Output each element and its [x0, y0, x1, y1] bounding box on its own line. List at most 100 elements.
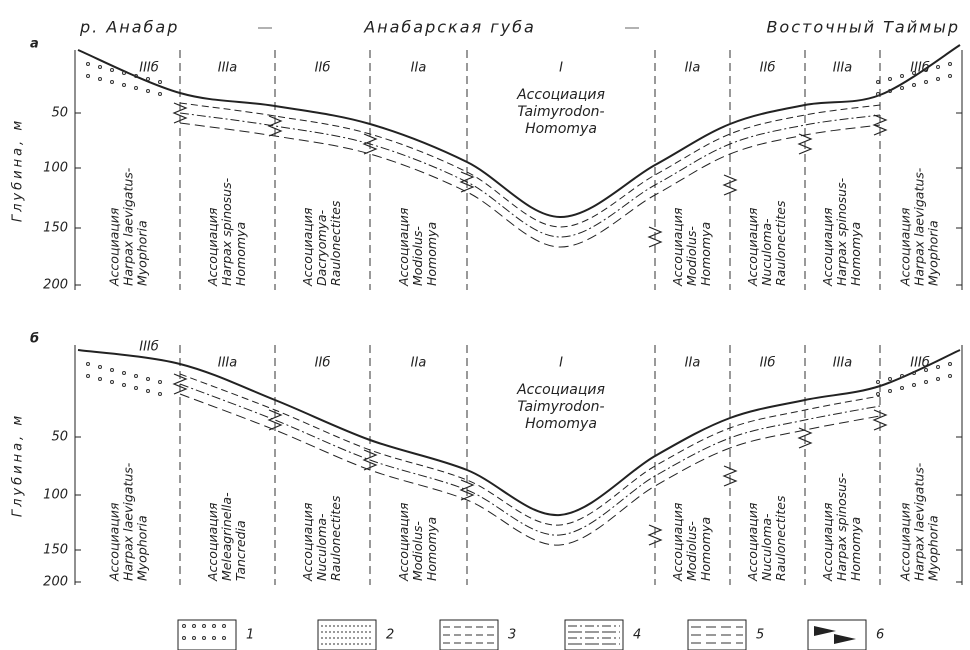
zone-label: IIа [685, 356, 701, 371]
association-text: Ассоциация [205, 207, 220, 287]
sand-dot [901, 75, 904, 78]
legend-box [178, 620, 236, 650]
panel-label: а [30, 37, 39, 52]
association-text: Harpax laevigatus- [912, 167, 927, 286]
sand-dot [99, 66, 102, 69]
legend-label: 2 [386, 628, 394, 643]
association-text: Ассоциация [516, 382, 605, 398]
zone-label: I [559, 61, 563, 76]
association-text: Ассоциация [107, 502, 122, 582]
sand-dot [111, 81, 114, 84]
header-center: Анабарская губа [363, 18, 536, 37]
zone-label: IIIб [910, 61, 930, 76]
zone-label: IIб [315, 356, 331, 371]
sand-dot [937, 66, 940, 69]
association-text: Harpax laevigatus- [121, 462, 136, 581]
association-text: Ассоциация [745, 502, 760, 582]
sand-dot [123, 372, 126, 375]
facies-transition [269, 116, 281, 136]
y-axis-label: Глубина, м [11, 118, 26, 222]
sand-dot [99, 378, 102, 381]
association-text: Myophoria [926, 220, 941, 286]
legend-label: 3 [508, 628, 516, 643]
zone-label: IIIб [139, 340, 159, 355]
association-text: Ассоциация [745, 207, 760, 287]
y-tick-label: 200 [43, 278, 68, 293]
y-tick-label: 150 [43, 543, 68, 558]
association-text: Homomya [424, 222, 439, 286]
association-text: Ассоциация [670, 207, 685, 287]
association-text: Ассоциация [898, 502, 913, 582]
sand-dot [147, 390, 150, 393]
association-text: Taimyrodon- [517, 399, 604, 415]
header-left: р. Анабар [79, 18, 179, 37]
sand-dot [99, 366, 102, 369]
sand-dot [135, 375, 138, 378]
zone-label: I [559, 356, 563, 371]
sand-dot [87, 363, 90, 366]
y-axis-label: Глубина, м [11, 413, 26, 517]
sand-dot [889, 78, 892, 81]
association-text: Homomya [525, 416, 597, 432]
legend-label: 5 [756, 628, 764, 643]
association-text: Taimyrodon- [517, 104, 604, 120]
sand-dot [123, 84, 126, 87]
association-text: Nuculoma- [759, 218, 774, 286]
zone-label: IIб [760, 61, 776, 76]
sand-dot [937, 378, 940, 381]
sand-dot [159, 393, 162, 396]
y-tick-label: 100 [43, 488, 68, 503]
association-text: Harpax spinosus- [219, 177, 234, 286]
sand-dot [913, 84, 916, 87]
legend-label: 4 [633, 628, 641, 643]
association-text: Harpax laevigatus- [912, 462, 927, 581]
association-text: Modiolus- [684, 521, 699, 581]
zone-label: IIб [315, 61, 331, 76]
sand-dot [949, 75, 952, 78]
association-text: Myophoria [926, 515, 941, 581]
y-tick-label: 50 [51, 106, 68, 121]
sand-dot [87, 75, 90, 78]
sand-dot [135, 87, 138, 90]
association-text: Ассоциация [820, 502, 835, 582]
association-text: Harpax spinosus- [834, 472, 849, 581]
sand-dot [123, 384, 126, 387]
zone-label: IIIа [218, 356, 238, 371]
association-text: Ассоциация [820, 207, 835, 287]
y-tick-label: 200 [43, 575, 68, 590]
association-text: Ассоциация [396, 502, 411, 582]
zone-label: IIIа [833, 61, 853, 76]
sand-dot [111, 369, 114, 372]
zone-label: IIа [411, 356, 427, 371]
sand-dot [147, 90, 150, 93]
sand-dot [159, 81, 162, 84]
zone-label: IIIб [910, 356, 930, 371]
association-text: Harpax spinosus- [834, 177, 849, 286]
association-text: Raulonectites [328, 200, 343, 286]
y-tick-label: 150 [43, 221, 68, 236]
legend-label: 1 [246, 628, 254, 643]
zone-label: IIIа [833, 356, 853, 371]
sand-dot [135, 387, 138, 390]
association-text: Modiolus- [410, 521, 425, 581]
seafloor-profile [78, 45, 960, 217]
association-text: Homomya [848, 517, 863, 581]
association-text: Modiolus- [410, 226, 425, 286]
sand-dot [877, 81, 880, 84]
sand-dot [901, 387, 904, 390]
sand-dot [913, 384, 916, 387]
sand-dot [877, 93, 880, 96]
association-text: Nuculoma- [314, 513, 329, 581]
sand-dot [949, 363, 952, 366]
sand-dot [901, 87, 904, 90]
association-text: Homomya [424, 517, 439, 581]
association-text: Ассоциация [205, 502, 220, 582]
association-text: Meleagrinella- [219, 492, 234, 581]
sand-dot [877, 381, 880, 384]
association-text: Harpax laevigatus- [121, 167, 136, 286]
sand-dot [949, 63, 952, 66]
sand-dot [901, 375, 904, 378]
sand-dot [87, 63, 90, 66]
zone-label: IIа [685, 61, 701, 76]
legend-box [318, 620, 376, 650]
